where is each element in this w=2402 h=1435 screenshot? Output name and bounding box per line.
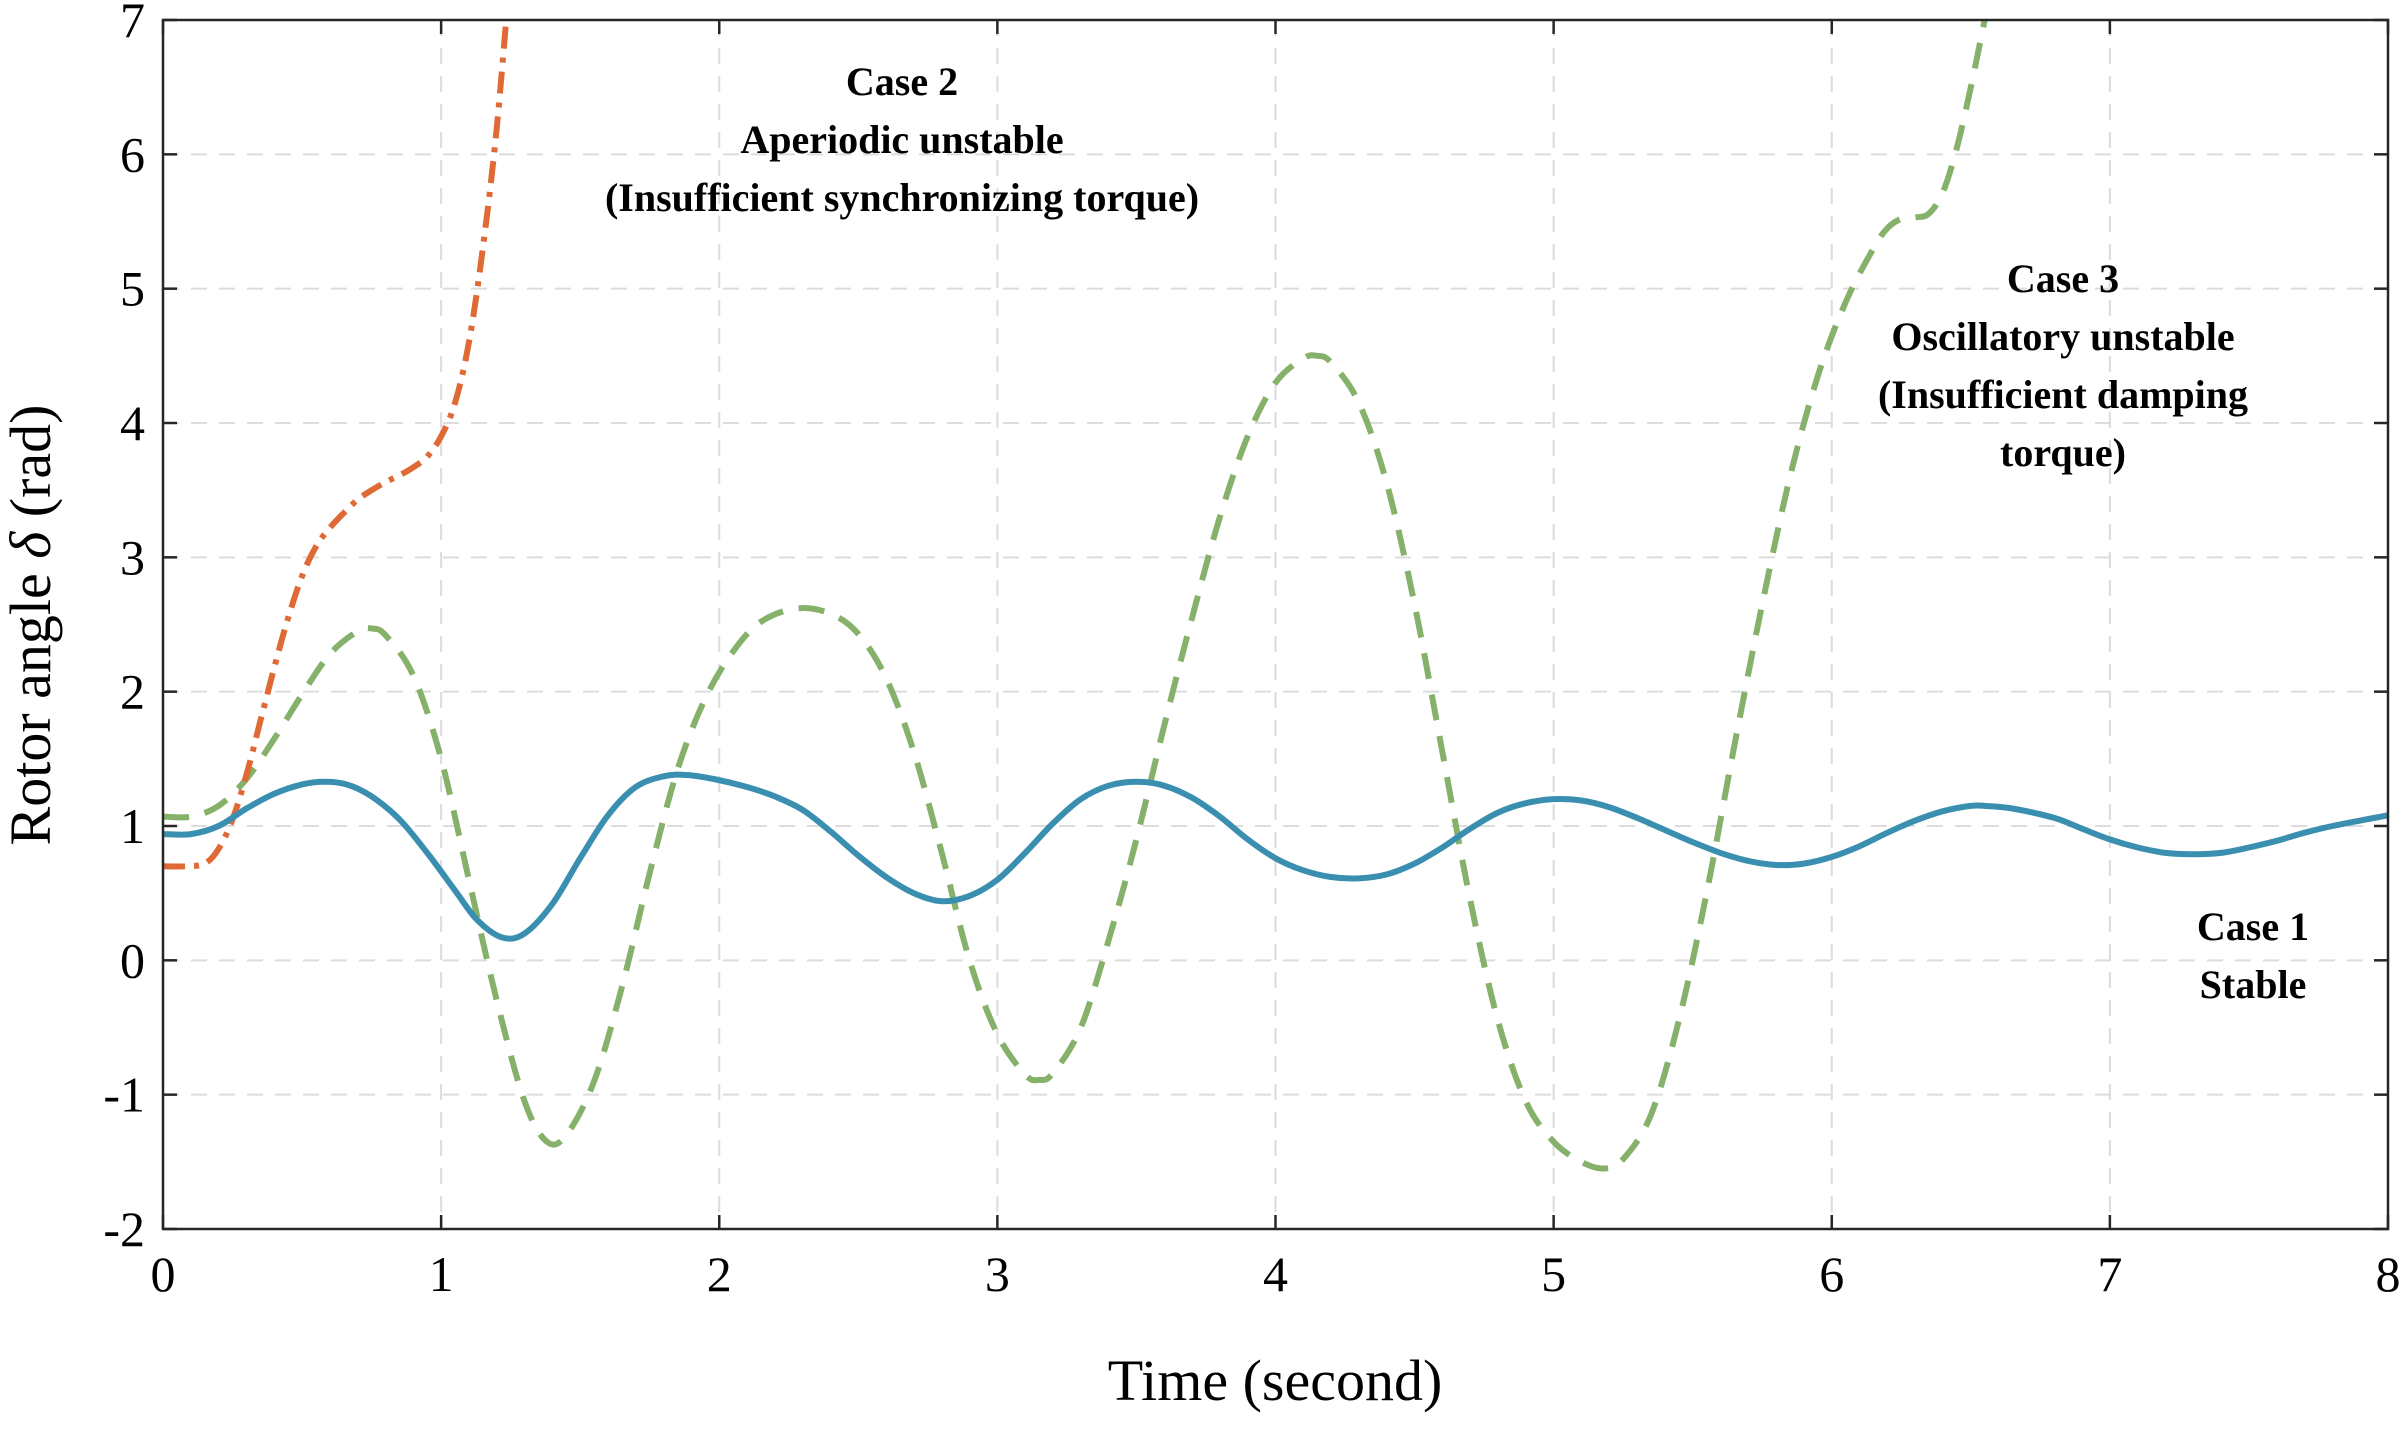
- annotation-line: (Insufficient damping: [1878, 372, 2248, 417]
- series-line-case1: [163, 771, 2388, 942]
- y-tick-label: 6: [120, 126, 145, 182]
- x-tick-label: 1: [429, 1246, 454, 1302]
- x-tick-label: 2: [707, 1246, 732, 1302]
- grid: [163, 20, 2388, 1229]
- x-tick-label: 3: [985, 1246, 1010, 1302]
- y-tick-label: 0: [120, 932, 145, 988]
- annotation-line: Case 3: [2007, 256, 2119, 301]
- y-tick-label: 7: [120, 0, 145, 48]
- x-tick-label: 6: [1819, 1246, 1844, 1302]
- series-line-case3: [163, 20, 1988, 1172]
- annotation-line: Oscillatory unstable: [1891, 314, 2234, 359]
- x-tick-label: 7: [2097, 1246, 2122, 1302]
- ticks: 0 1 2 3 4 5 6 7 8 -2 -1 0 1 2 3 4 5 6 7: [103, 0, 2400, 1302]
- x-tick-label: 4: [1263, 1246, 1288, 1302]
- y-axis-title: Rotor angle δ (rad): [0, 405, 63, 846]
- annotation-line: Case 1: [2197, 904, 2309, 949]
- y-tick-label: -1: [103, 1067, 145, 1123]
- y-tick-label: 4: [120, 395, 145, 451]
- y-axis-title-unit: (rad): [0, 405, 63, 532]
- x-tick-label: 8: [2376, 1246, 2401, 1302]
- y-tick-label: 2: [120, 664, 145, 720]
- series-layer: [163, 20, 2388, 1172]
- y-tick-label: 1: [120, 798, 145, 854]
- annotation-case2: Case 2 Aperiodic unstable (Insufficient sy…: [605, 59, 1199, 220]
- annotation-line: torque): [2000, 430, 2126, 475]
- annotation-case1: Case 1 Stable: [2197, 904, 2309, 1007]
- y-tick-label: 3: [120, 529, 145, 585]
- annotation-line: Stable: [2200, 962, 2307, 1007]
- y-axis-title-text: Rotor angle: [0, 559, 63, 846]
- y-tick-label: -2: [103, 1201, 145, 1257]
- annotation-line: Case 2: [846, 59, 958, 104]
- annotation-line: (Insufficient synchronizing torque): [605, 175, 1199, 220]
- x-axis-title: Time (second): [1108, 1348, 1443, 1413]
- annotation-case3: Case 3 Oscillatory unstable (Insufficient …: [1878, 256, 2248, 475]
- annotations: Case 2 Aperiodic unstable (Insufficient sy…: [605, 59, 2309, 1007]
- y-axis-title-symbol: δ: [0, 531, 63, 559]
- x-tick-label: 0: [151, 1246, 176, 1302]
- y-tick-label: 5: [120, 261, 145, 317]
- x-tick-label: 5: [1541, 1246, 1566, 1302]
- series-line-case2: [163, 20, 510, 870]
- annotation-line: Aperiodic unstable: [740, 117, 1063, 162]
